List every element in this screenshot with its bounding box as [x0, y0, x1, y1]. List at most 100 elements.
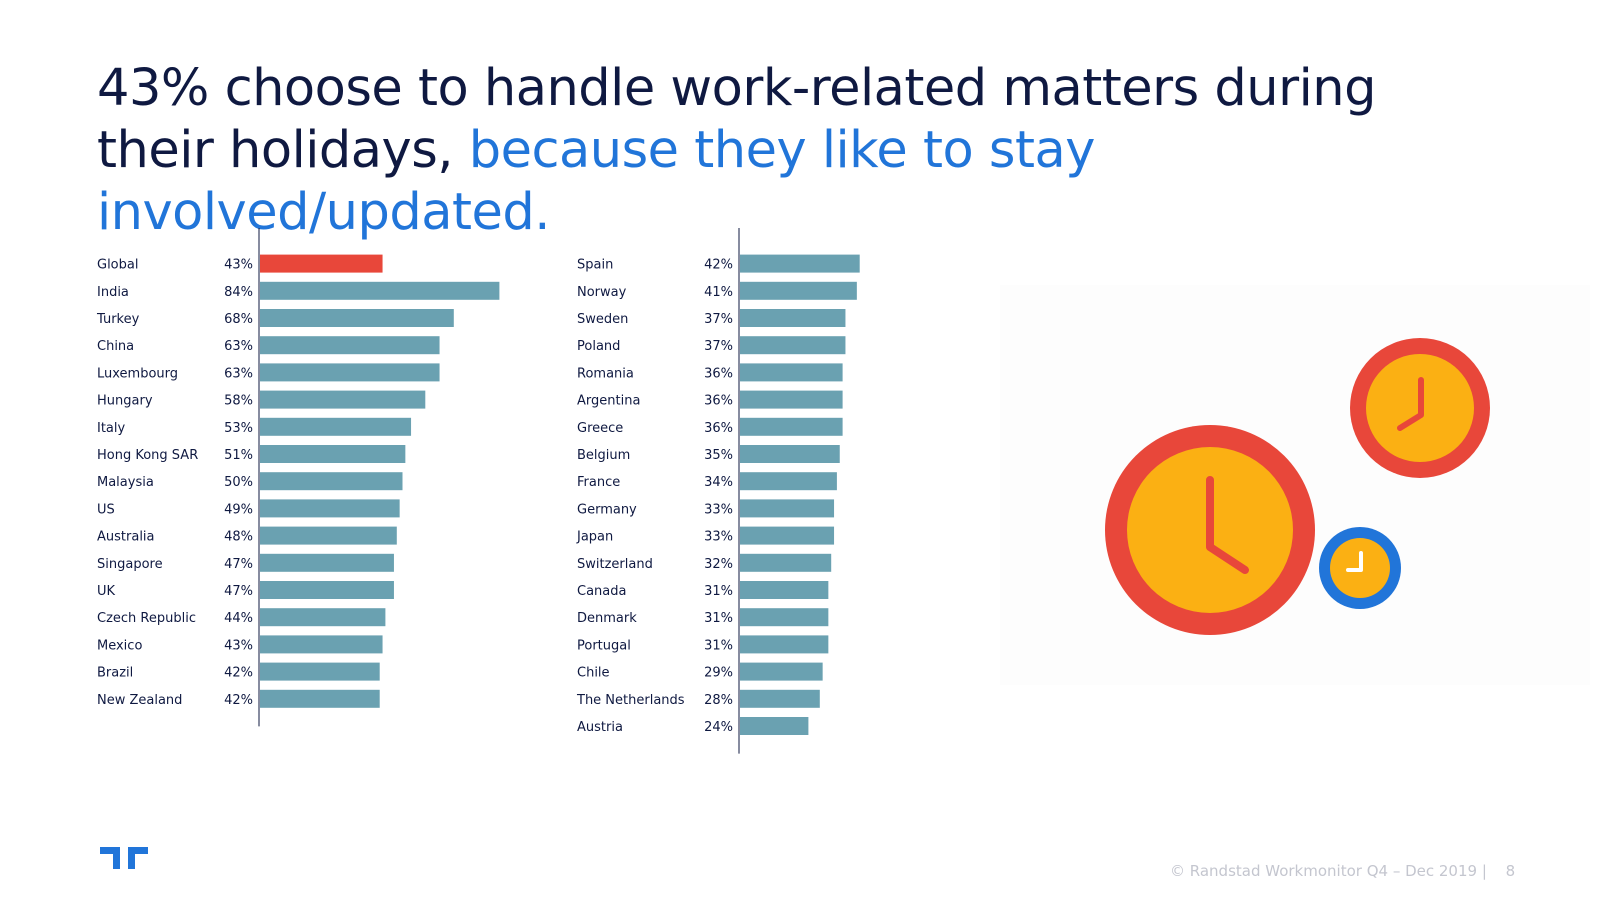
bar — [260, 499, 400, 518]
value-label: 68% — [224, 312, 253, 327]
bar — [260, 635, 383, 654]
category-label: The Netherlands — [576, 693, 685, 708]
bar — [260, 553, 394, 572]
bar — [260, 363, 440, 382]
bar — [260, 336, 440, 355]
category-label: Sweden — [577, 312, 628, 327]
value-label: 24% — [704, 720, 733, 735]
category-label: Portugal — [577, 638, 631, 653]
value-label: 36% — [704, 421, 733, 436]
value-label: 33% — [704, 530, 733, 545]
bar — [740, 662, 823, 681]
value-label: 32% — [704, 557, 733, 572]
category-label: Denmark — [577, 611, 637, 626]
category-label: Malaysia — [97, 475, 154, 490]
bar — [260, 608, 386, 627]
clock-illustration — [1000, 285, 1590, 685]
bar — [740, 336, 846, 355]
category-label: Luxembourg — [97, 366, 178, 381]
bar-chart-right: Spain 42% Norway 41% Sweden 37% Poland 37% Roman… — [576, 228, 1017, 754]
bar-chart-left: Global 43% India 84% Turkey 68% China 63% Luxemb… — [96, 228, 537, 727]
value-label: 35% — [704, 448, 733, 463]
bar — [260, 662, 380, 681]
category-label: India — [97, 285, 129, 300]
value-label: 84% — [224, 285, 253, 300]
category-label: Brazil — [97, 666, 133, 681]
category-label: Argentina — [577, 394, 640, 409]
value-label: 42% — [224, 693, 253, 708]
value-label: 42% — [704, 258, 733, 273]
page-number: 8 — [1505, 862, 1516, 880]
value-label: 50% — [224, 475, 253, 490]
medium-clock-icon — [1350, 338, 1490, 478]
value-label: 36% — [704, 366, 733, 381]
footer: © Randstad Workmonitor Q4 – Dec 2019 | 8 — [1170, 862, 1550, 880]
category-label: Norway — [577, 285, 627, 300]
value-label: 48% — [224, 530, 253, 545]
category-label: UK — [97, 584, 116, 599]
bar — [740, 417, 843, 436]
value-label: 63% — [224, 366, 253, 381]
bar — [740, 363, 843, 382]
value-label: 33% — [704, 502, 733, 517]
value-label: 41% — [704, 285, 733, 300]
bar — [260, 472, 403, 491]
bar — [740, 526, 835, 545]
value-label: 34% — [704, 475, 733, 490]
bar — [740, 281, 857, 300]
bar-chart-left-svg: Global 43% India 84% Turkey 68% China 63% Luxemb… — [96, 228, 500, 727]
bar — [260, 581, 394, 599]
bar — [740, 608, 829, 627]
value-label: 31% — [704, 638, 733, 653]
category-label: Germany — [577, 502, 637, 517]
value-label: 28% — [704, 693, 733, 708]
value-label: 31% — [704, 584, 733, 599]
title-main: 43% choose to handle work-related matter… — [97, 59, 1376, 180]
bar — [260, 281, 500, 300]
category-label: Canada — [577, 584, 626, 599]
category-label: Chile — [577, 666, 610, 681]
bar — [260, 254, 383, 273]
bar — [740, 472, 837, 491]
category-label: Hungary — [97, 394, 153, 409]
category-label: Australia — [97, 530, 155, 545]
bar — [740, 635, 829, 654]
bar — [740, 309, 846, 327]
value-label: 42% — [224, 666, 253, 681]
category-label: US — [97, 502, 115, 517]
category-label: Poland — [577, 339, 620, 354]
category-label: Spain — [577, 258, 613, 273]
category-label: Belgium — [577, 448, 630, 463]
bar — [740, 553, 832, 572]
page-title: 43% choose to handle work-related matter… — [97, 58, 1397, 244]
bar — [740, 390, 843, 409]
bar — [260, 390, 426, 409]
value-label: 58% — [224, 394, 253, 409]
category-label: Austria — [577, 720, 623, 735]
value-label: 44% — [224, 611, 253, 626]
bar-chart-right-svg: Spain 42% Norway 41% Sweden 37% Poland 37% Roman… — [576, 228, 860, 754]
value-label: 37% — [704, 312, 733, 327]
large-clock-icon — [1105, 425, 1315, 635]
bar — [260, 417, 412, 436]
value-label: 37% — [704, 339, 733, 354]
randstad-logo-icon — [100, 847, 148, 869]
category-label: Greece — [577, 421, 623, 436]
title-accent: because they like to stay involved/updat… — [97, 121, 1095, 242]
bar — [740, 581, 829, 599]
bar — [740, 254, 860, 273]
bar — [740, 499, 835, 518]
category-label: Singapore — [97, 557, 163, 572]
value-label: 51% — [224, 448, 253, 463]
bar — [260, 526, 397, 545]
bar — [740, 445, 840, 463]
footer-copyright: © Randstad Workmonitor Q4 – Dec 2019 | — [1170, 862, 1487, 880]
small-clock-icon — [1319, 527, 1401, 609]
category-label: Hong Kong SAR — [97, 448, 198, 463]
category-label: Czech Republic — [97, 611, 196, 626]
category-label: China — [97, 339, 134, 354]
category-label: New Zealand — [97, 693, 182, 708]
value-label: 63% — [224, 339, 253, 354]
value-label: 29% — [704, 666, 733, 681]
category-label: France — [577, 475, 620, 490]
